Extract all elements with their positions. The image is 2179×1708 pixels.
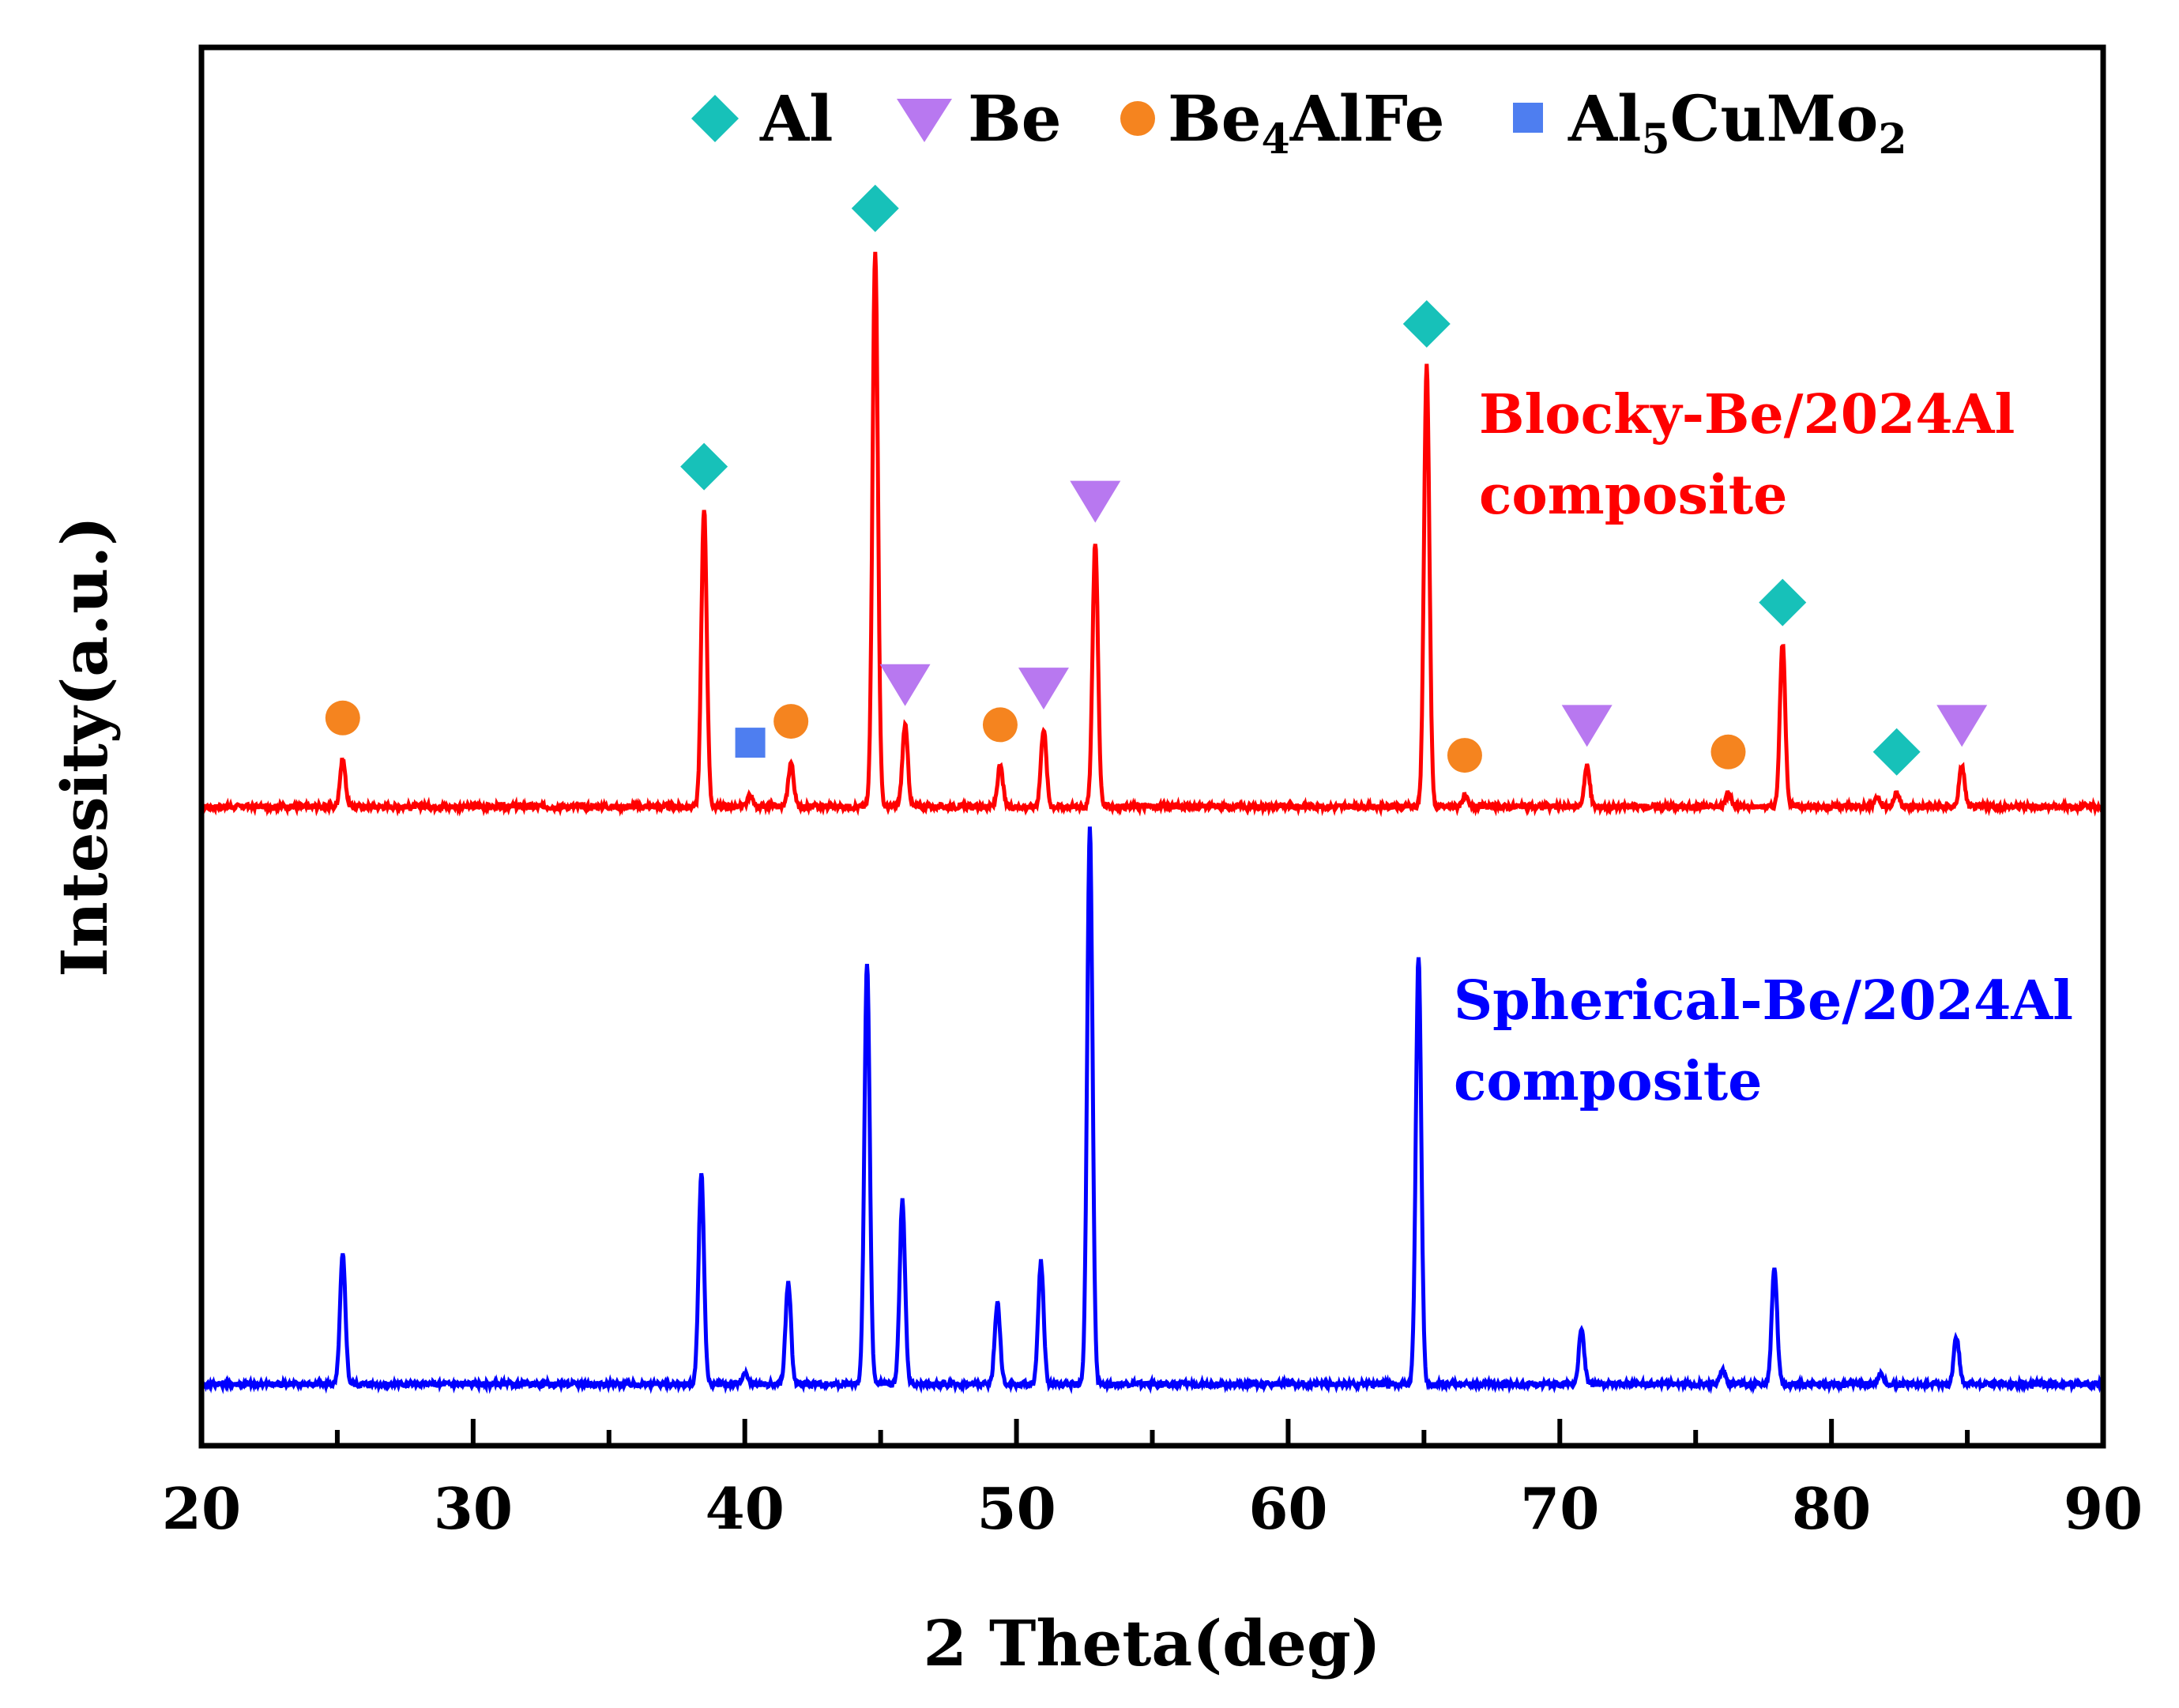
legend-label-al5cumo2: Al5CuMo2: [1567, 81, 1907, 164]
x-tick-label: 90: [2064, 1475, 2143, 1542]
series-label-spherical-line2: composite: [1454, 1050, 1762, 1113]
marker-be4alfe: [1447, 738, 1482, 773]
legend-marker-be4alfe: [1120, 101, 1155, 136]
legend-label-be4alfe: Be4AlFe: [1168, 81, 1444, 164]
marker-al: [680, 442, 728, 491]
marker-be4alfe: [982, 707, 1018, 743]
marker-be: [1070, 480, 1121, 523]
marker-be4alfe: [773, 704, 809, 739]
x-axis-tick-labels: 20 30 40 50 60 70 80 90: [162, 1475, 2143, 1542]
marker-be: [1018, 668, 1069, 710]
legend-marker-al: [691, 95, 739, 142]
marker-be: [879, 664, 931, 706]
x-tick-label: 40: [706, 1475, 785, 1542]
marker-al: [1872, 728, 1921, 776]
x-tick-label: 20: [162, 1475, 241, 1542]
x-tick-label: 60: [1248, 1475, 1327, 1542]
marker-al: [851, 184, 899, 232]
legend: Al Be Be4AlFe Al5CuMo2: [691, 81, 1907, 164]
series-line-blocky: [200, 251, 2106, 818]
x-tick-label: 50: [977, 1475, 1056, 1542]
series-line-spherical: [199, 826, 2106, 1395]
x-axis-title: 2 Theta(deg): [923, 1606, 1380, 1680]
series-label-blocky-line1: Blocky-Be/2024Al: [1479, 383, 2015, 446]
marker-al5cumo2: [735, 728, 766, 758]
legend-marker-be: [897, 99, 952, 142]
series-label-spherical-line1: Spherical-Be/2024Al: [1454, 969, 2073, 1033]
x-tick-label: 80: [1792, 1475, 1871, 1542]
series-label-blocky-line2: composite: [1479, 464, 1787, 527]
legend-marker-al5cumo2: [1513, 103, 1543, 133]
marker-al: [1402, 300, 1451, 348]
plot-frame: [198, 44, 2106, 1449]
legend-label-be: Be: [968, 81, 1062, 156]
marker-be4alfe: [325, 700, 360, 735]
x-tick-label: 70: [1520, 1475, 1599, 1542]
x-axis-ticks: [199, 1419, 2106, 1446]
series-label-blocky: Blocky-Be/2024Al composite: [1479, 383, 2015, 527]
series-label-spherical: Spherical-Be/2024Al composite: [1454, 969, 2073, 1113]
marker-be: [1561, 705, 1613, 747]
phase-markers: [325, 184, 1988, 776]
x-tick-label: 30: [434, 1475, 513, 1542]
legend-label-al: Al: [759, 81, 833, 156]
marker-al: [1759, 578, 1807, 626]
marker-be4alfe: [1710, 734, 1746, 769]
marker-be: [1936, 705, 1988, 747]
y-axis-title: Intesity(a.u.): [47, 516, 122, 977]
